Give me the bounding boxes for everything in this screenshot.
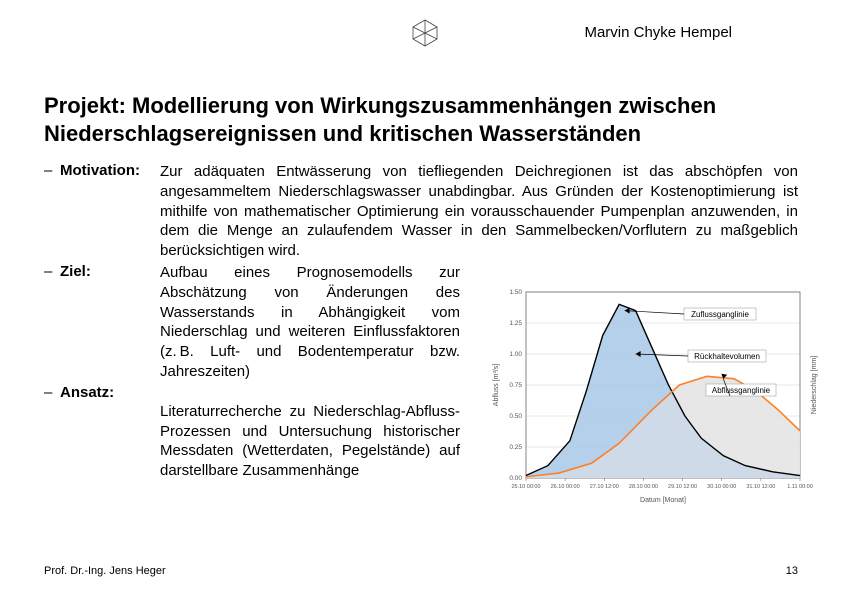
svg-text:1.11 00:00: 1.11 00:00 [787, 484, 813, 490]
section-label: Motivation: [60, 162, 160, 261]
section-text: Aufbau eines Prognosemodells zur Abschät… [160, 263, 460, 382]
svg-text:1.50: 1.50 [509, 289, 522, 296]
footer-author: Prof. Dr.-Ing. Jens Heger [44, 565, 166, 577]
svg-text:Niederschlag [mm]: Niederschlag [mm] [811, 356, 818, 414]
page-title: Projekt: Modellierung von Wirkungszusamm… [44, 92, 798, 147]
svg-text:1.00: 1.00 [509, 351, 522, 358]
section-text: Zur adäquaten Entwässerung von tiefliege… [160, 162, 798, 261]
svg-text:25.10 00:00: 25.10 00:00 [511, 484, 540, 490]
header-author: Marvin Chyke Hempel [584, 24, 732, 41]
svg-text:0.75: 0.75 [509, 382, 522, 389]
section-label: Ziel: [60, 263, 160, 382]
svg-text:31.10 12:00: 31.10 12:00 [746, 484, 775, 490]
bullet-dash: – [44, 162, 60, 261]
svg-text:1.25: 1.25 [509, 320, 522, 327]
svg-text:30.10 00:00: 30.10 00:00 [707, 484, 736, 490]
svg-text:Rückhaltevolumen: Rückhaltevolumen [694, 352, 760, 361]
svg-text:Zuflussganglinie: Zuflussganglinie [691, 310, 749, 319]
svg-text:0.25: 0.25 [509, 444, 522, 451]
svg-text:28.10 00:00: 28.10 00:00 [629, 484, 658, 490]
hydrograph-chart: 0.00 0.25 0.50 0.75 1.00 1.25 1.50 25.10 00:00 2… [484, 280, 818, 510]
section-text: Literaturrecherche zu Niederschlag-Abflu… [160, 402, 460, 481]
svg-text:0.00: 0.00 [509, 475, 522, 482]
cube-logo-icon [410, 18, 440, 48]
page-number: 13 [786, 565, 798, 577]
bullet-dash: – [44, 384, 60, 481]
svg-text:0.50: 0.50 [509, 413, 522, 420]
section-label: Ansatz: [60, 384, 160, 481]
svg-text:Datum [Monat]: Datum [Monat] [640, 497, 686, 504]
svg-text:26.10 00:00: 26.10 00:00 [551, 484, 580, 490]
section-motivation: – Motivation: Zur adäquaten Entwässerung… [44, 162, 798, 261]
svg-text:29.10 12:00: 29.10 12:00 [668, 484, 697, 490]
svg-text:Abflussganglinie: Abflussganglinie [712, 386, 771, 395]
bullet-dash: – [44, 263, 60, 382]
svg-text:27.10 12:00: 27.10 12:00 [590, 484, 619, 490]
svg-text:Abfluss [m³/s]: Abfluss [m³/s] [493, 364, 500, 406]
